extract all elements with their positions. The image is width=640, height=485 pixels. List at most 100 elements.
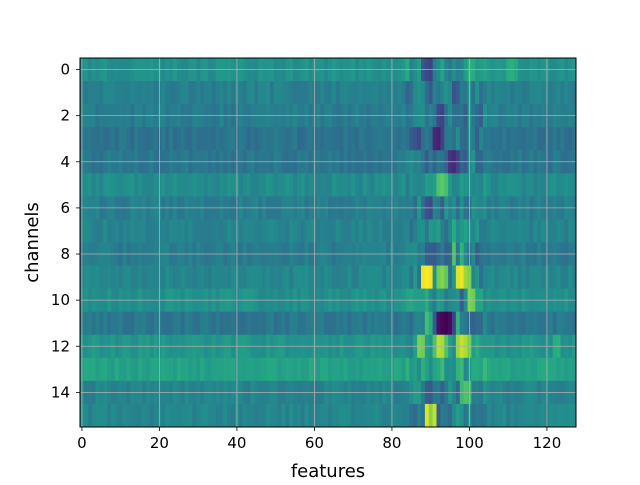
heatmap-cell xyxy=(285,173,290,197)
heatmap-cell xyxy=(479,403,484,428)
heatmap-cell xyxy=(176,219,182,243)
heatmap-cell xyxy=(421,311,426,336)
heatmap-cell xyxy=(455,219,461,243)
heatmap-cell xyxy=(153,173,158,197)
heatmap-cell xyxy=(413,127,418,151)
heatmap-cell xyxy=(436,173,441,197)
heatmap-cell xyxy=(118,127,124,151)
heatmap-cell xyxy=(118,357,124,382)
heatmap-cell xyxy=(165,219,170,243)
heatmap-cell xyxy=(316,173,321,197)
heatmap-cell xyxy=(281,403,286,428)
heatmap-cell xyxy=(297,81,302,105)
heatmap-cell xyxy=(180,219,186,243)
heatmap-cell xyxy=(521,311,527,336)
heatmap-cell xyxy=(366,127,372,151)
heatmap-cell xyxy=(180,265,186,290)
heatmap-cell xyxy=(130,265,135,290)
heatmap-cell xyxy=(444,403,449,428)
heatmap-cell xyxy=(564,81,569,105)
heatmap-cell xyxy=(347,265,352,290)
heatmap-cell xyxy=(475,311,480,336)
heatmap-cell xyxy=(393,173,399,197)
heatmap-cell xyxy=(176,265,182,290)
heatmap-cell xyxy=(510,127,515,151)
heatmap-cell xyxy=(568,219,573,243)
heatmap-cell xyxy=(521,403,527,428)
heatmap-cell xyxy=(103,357,108,382)
heatmap-cell xyxy=(161,311,166,336)
heatmap-cell xyxy=(517,127,523,151)
heatmap-cell xyxy=(475,127,480,151)
heatmap-cell xyxy=(459,127,465,151)
heatmap-cell xyxy=(397,219,403,243)
heatmap-cell xyxy=(285,403,290,428)
heatmap-cell xyxy=(149,311,155,336)
heatmap-cell xyxy=(297,219,302,243)
heatmap-cell xyxy=(242,81,248,105)
heatmap-cell xyxy=(568,357,573,382)
heatmap-cell xyxy=(200,173,205,197)
heatmap-cell xyxy=(362,127,368,151)
heatmap-cell xyxy=(548,357,554,382)
heatmap-cell xyxy=(91,311,96,336)
heatmap-cell xyxy=(180,403,186,428)
heatmap-cell xyxy=(176,403,182,428)
heatmap-cell xyxy=(211,127,217,151)
plot-frame xyxy=(79,57,577,428)
heatmap-cell xyxy=(246,403,251,428)
heatmap-cell xyxy=(176,81,182,105)
heatmap-cell xyxy=(103,127,108,151)
heatmap-cell xyxy=(246,311,251,336)
heatmap-cell xyxy=(297,403,302,428)
heatmap-cell xyxy=(444,127,449,151)
heatmap-cell xyxy=(483,311,488,336)
heatmap-cell xyxy=(339,127,344,151)
heatmap-cell xyxy=(424,127,430,151)
heatmap-cell xyxy=(514,173,519,197)
heatmap-cell xyxy=(95,219,100,243)
heatmap-cell xyxy=(413,265,418,290)
heatmap-cell xyxy=(289,403,294,428)
heatmap-cell xyxy=(351,81,356,105)
heatmap-cell xyxy=(479,219,484,243)
heatmap-cell xyxy=(510,403,515,428)
heatmap-cell xyxy=(498,219,503,243)
heatmap-cell xyxy=(463,81,468,105)
heatmap-cell xyxy=(409,173,414,197)
heatmap-cell xyxy=(142,265,147,290)
heatmap-cell xyxy=(525,173,530,197)
heatmap-cell xyxy=(83,219,89,243)
y-tick-label: 12 xyxy=(51,337,70,355)
heatmap-cell xyxy=(331,127,337,151)
heatmap-cell xyxy=(548,403,554,428)
heatmap-cell xyxy=(180,311,186,336)
heatmap-cell xyxy=(211,403,217,428)
heatmap-cell xyxy=(273,81,279,105)
heatmap-cell xyxy=(277,219,282,243)
heatmap-cell xyxy=(432,357,437,382)
heatmap-cell xyxy=(231,219,236,243)
heatmap-cell xyxy=(347,219,352,243)
heatmap-cell xyxy=(304,311,310,336)
heatmap-cell xyxy=(165,127,170,151)
heatmap-cell xyxy=(223,403,228,428)
heatmap-cell xyxy=(149,127,155,151)
heatmap-cell xyxy=(568,81,573,105)
heatmap-cell xyxy=(258,265,263,290)
heatmap-cell xyxy=(339,81,344,105)
heatmap-cell xyxy=(572,219,577,243)
heatmap-cell xyxy=(490,357,496,382)
heatmap-cell xyxy=(204,265,209,290)
heatmap-cell xyxy=(207,173,213,197)
heatmap-cell xyxy=(424,265,430,290)
heatmap-cell xyxy=(328,81,333,105)
heatmap-cell xyxy=(246,173,251,197)
heatmap-cell xyxy=(506,81,511,105)
heatmap-cell xyxy=(452,173,457,197)
heatmap-cell xyxy=(149,357,155,382)
heatmap-cell xyxy=(273,127,279,151)
heatmap-cell xyxy=(506,265,511,290)
heatmap-cell xyxy=(285,265,290,290)
heatmap-cell xyxy=(281,81,286,105)
